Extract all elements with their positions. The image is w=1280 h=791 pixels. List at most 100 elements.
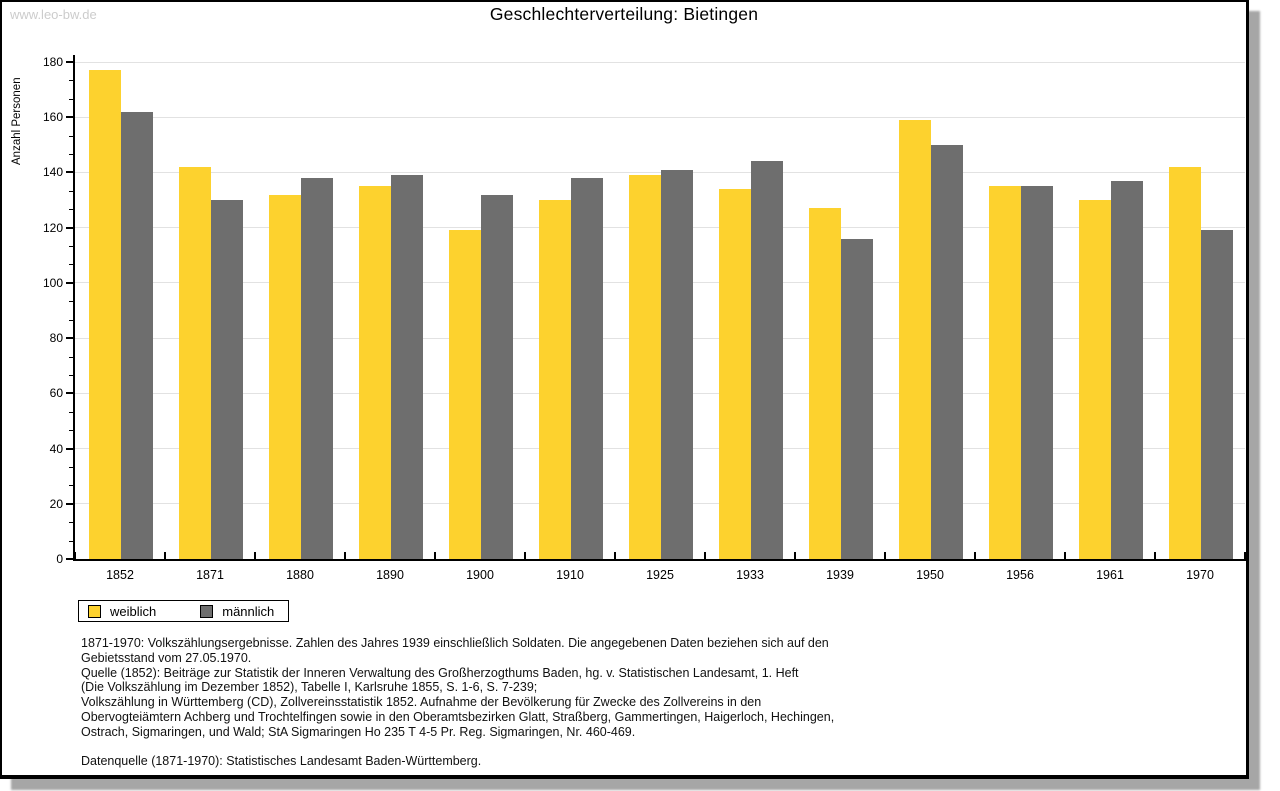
bar-weiblich-1970	[1169, 166, 1201, 559]
x-tick-0	[74, 552, 76, 559]
plot-area: 0 20 40 60 80 100 120 140 160 180 1852 1871 1880 1890…	[43, 55, 1247, 582]
y-tick-label-60: 60	[49, 386, 63, 401]
bar-weiblich-1961	[1079, 200, 1111, 559]
x-category-label-1890: 1890	[376, 568, 404, 582]
gridline-140	[75, 171, 1245, 173]
x-tick-5	[524, 552, 526, 559]
legend-item-maennlich: männlich	[200, 604, 274, 619]
x-tick-1	[164, 552, 166, 559]
y-minortick	[69, 319, 73, 321]
y-minortick	[69, 374, 73, 376]
bar-weiblich-1880	[269, 194, 301, 559]
bar-weiblich-1871	[179, 166, 211, 559]
footnote-line: Ostrach, Sigmaringen, und Wald; StA Sigm…	[81, 724, 636, 739]
x-category-label-1950: 1950	[916, 568, 944, 582]
watermark: www.leo-bw.de	[10, 7, 97, 22]
bar-weiblich-1956	[989, 186, 1021, 559]
datasource-line: Datenquelle (1871-1970): Statistisches L…	[81, 753, 482, 768]
bar-männlich-1910	[571, 177, 603, 559]
y-minortick	[69, 301, 73, 303]
x-tick-3	[344, 552, 346, 559]
y-tick-label-20: 20	[49, 496, 63, 511]
x-category-label-1880: 1880	[286, 568, 314, 582]
y-minortick	[69, 540, 73, 542]
y-axis-line	[73, 55, 75, 561]
footnote-line: (Die Volkszählung im Dezember 1852), Tab…	[81, 680, 538, 695]
y-tick-label-0: 0	[56, 552, 63, 566]
x-tick-9	[884, 552, 886, 559]
x-tick-11	[1064, 552, 1066, 559]
y-tick-label-120: 120	[42, 220, 63, 235]
x-tick-6	[614, 552, 616, 559]
y-minortick	[69, 209, 73, 211]
y-tick-120	[66, 226, 73, 229]
y-minortick	[69, 466, 73, 468]
x-axis-line	[73, 559, 1247, 561]
y-minortick	[69, 411, 73, 413]
chart-title: Geschlechterverteilung: Bietingen	[489, 4, 759, 24]
bar-weiblich-1890	[359, 186, 391, 559]
x-tick-12	[1154, 552, 1156, 559]
x-category-label-1910: 1910	[556, 568, 584, 582]
legend-swatch-weiblich	[88, 604, 101, 618]
legend-swatch-maennlich	[200, 604, 214, 618]
y-minortick	[69, 356, 73, 358]
y-tick-20	[66, 502, 73, 505]
x-category-label-1956: 1956	[1006, 568, 1034, 582]
x-tick-8	[794, 552, 796, 559]
gridline-180	[75, 61, 1245, 63]
y-tick-label-100: 100	[42, 275, 63, 290]
footnote-lines: 1871-1970: Volkszählungsergebnisse. Zahl…	[81, 636, 834, 740]
bar-weiblich-1852	[89, 70, 121, 559]
y-minortick	[69, 135, 73, 137]
x-category-label-1939: 1939	[826, 568, 854, 582]
bar-männlich-1890	[391, 175, 423, 559]
y-minortick	[69, 154, 73, 156]
bar-weiblich-1950	[899, 119, 931, 559]
y-tick-140	[66, 171, 73, 174]
y-minortick	[69, 485, 73, 487]
gridline-160	[75, 116, 1245, 118]
footnote-line: Volkszählung in Württemberg (CD), Zollve…	[81, 695, 762, 710]
x-category-label-1970: 1970	[1186, 568, 1214, 582]
bar-männlich-1939	[841, 238, 873, 559]
legend-label-weiblich: weiblich	[110, 603, 157, 619]
y-minortick	[69, 264, 73, 266]
x-tick-10	[974, 552, 976, 559]
chart-frame: www.leo-bw.de Geschlechterverteilung: Bi…	[0, 0, 1249, 779]
y-tick-label-160: 160	[42, 110, 63, 125]
legend-label-maennlich: männlich	[222, 603, 275, 619]
y-tick-80	[66, 337, 73, 340]
footnote-line: Quelle (1852): Beiträge zur Statistik de…	[81, 665, 799, 680]
y-tick-40	[66, 447, 73, 450]
legend-item-weiblich: weiblich	[88, 604, 156, 619]
x-category-label-1871: 1871	[196, 568, 224, 582]
y-tick-100	[66, 281, 73, 284]
bar-männlich-1925	[661, 169, 693, 559]
y-tick-label-180: 180	[42, 55, 63, 69]
legend: weiblich männlich	[78, 600, 290, 622]
y-tick-label-80: 80	[49, 331, 63, 346]
bar-männlich-1900	[481, 194, 513, 559]
y-tick-180	[66, 61, 73, 63]
y-minortick	[69, 98, 73, 100]
y-tick-label-40: 40	[49, 441, 63, 456]
y-tick-60	[66, 392, 73, 395]
bar-männlich-1970	[1201, 230, 1233, 559]
footnote-line: Obervogteiämtern Achberg und Trochtelfin…	[81, 709, 835, 724]
x-tick-7	[704, 552, 706, 559]
bar-weiblich-1939	[809, 208, 841, 559]
x-category-label-1961: 1961	[1096, 568, 1124, 582]
y-minortick	[69, 430, 73, 432]
bar-weiblich-1925	[629, 175, 661, 559]
bar-männlich-1961	[1111, 180, 1143, 559]
x-tick-end	[1244, 552, 1246, 559]
footnotes: 1871-1970: Volkszählungsergebnisse. Zahl…	[81, 636, 834, 768]
x-category-label-1933: 1933	[736, 568, 764, 582]
footnote-line: 1871-1970: Volkszählungsergebnisse. Zahl…	[81, 636, 829, 650]
bar-männlich-1950	[931, 144, 963, 559]
y-tick-160	[66, 116, 73, 119]
bar-männlich-1852	[121, 111, 153, 559]
y-tick-label-140: 140	[42, 165, 63, 180]
